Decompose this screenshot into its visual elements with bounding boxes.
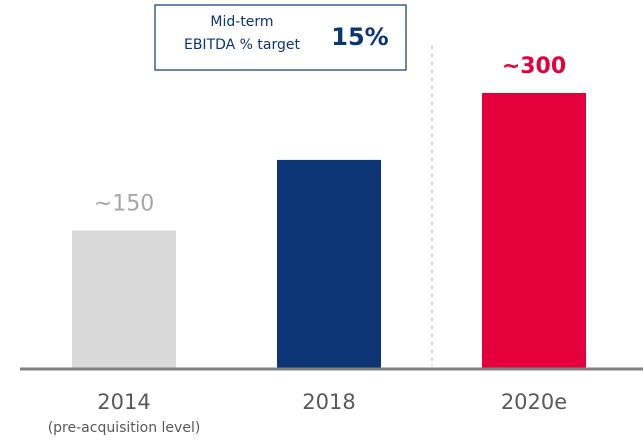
annotation-line: EBITDA % target [184,37,301,53]
x-tick-label: 2020e [501,390,567,414]
annotation-box [154,4,407,71]
category-note: (pre-acquisition level) [48,420,201,436]
value-label: ~300 [502,54,566,79]
value-label: ~150 [94,192,154,217]
x-tick-label: 2014 [97,390,150,414]
bar [72,230,176,368]
bar [482,93,586,368]
bar [277,159,381,368]
annotation-highlight: 15% [331,23,388,51]
x-tick-label: 2018 [302,390,355,414]
annotation-line: Mid-term [210,14,273,30]
